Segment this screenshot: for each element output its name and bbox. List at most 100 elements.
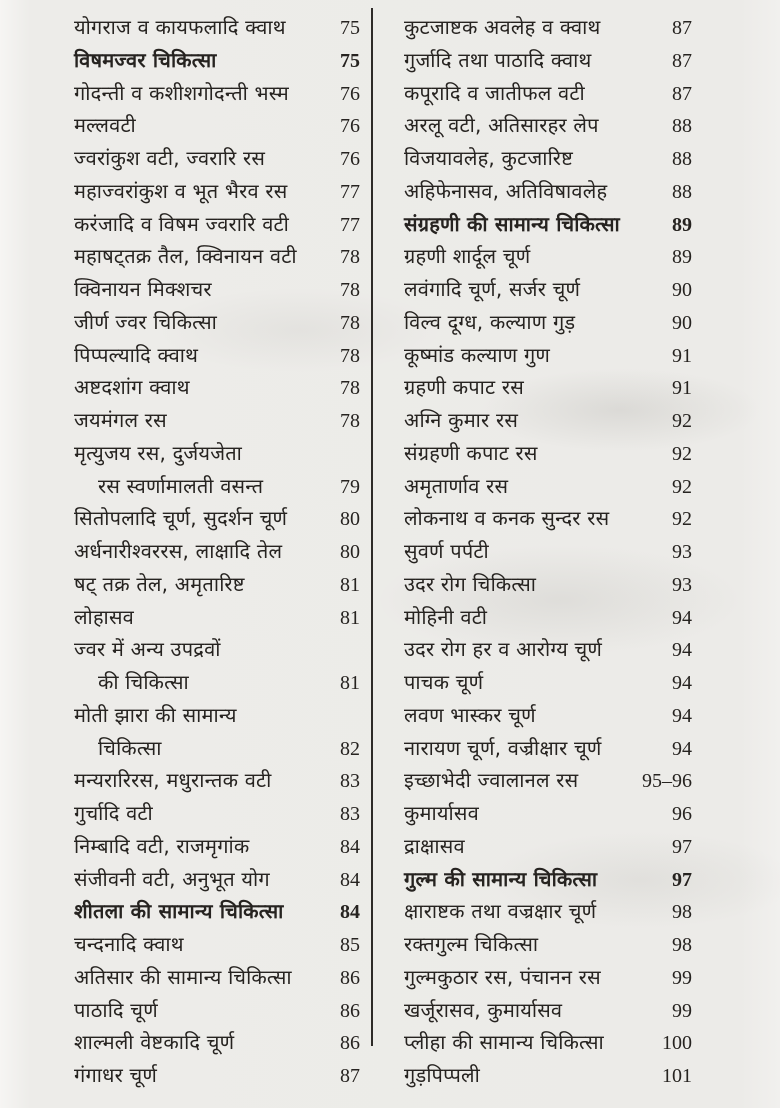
toc-entry-title: प्लीहा की सामान्य चिकित्सा (404, 1030, 604, 1055)
toc-entry-title: अमृतार्णाव रस (404, 473, 509, 498)
toc-entry-title: जीर्ण ज्वर चिकित्सा (74, 309, 217, 334)
toc-entry: संग्रहणी कपाट रस 92 (404, 439, 692, 472)
toc-entry: जीर्ण ज्वर चिकित्सा 78 (74, 308, 360, 341)
toc-entry-page-number: 80 (340, 508, 360, 531)
toc-entry-page-number: 89 (672, 213, 692, 236)
toc-entry-title: कुटजाष्टक अवलेह व क्वाथ (404, 15, 601, 39)
toc-entry-page-number: 78 (340, 410, 360, 432)
toc-entry-title: मृत्युजय रस, दुर्जयजेता (74, 440, 243, 465)
toc-entry-title: विजयावलेह, कुटजारिष्ट (404, 146, 574, 170)
toc-entry-page-number: 92 (672, 508, 692, 531)
toc-entry-page-number: 88 (672, 180, 692, 203)
toc-entry: जयमंगल रस 78 (74, 406, 360, 439)
toc-entry: अरलू वटी, अतिसारहर लेप 88 (404, 111, 692, 144)
toc-entry-title: अरलू वटी, अतिसारहर लेप (404, 113, 599, 138)
toc-entry: द्राक्षासव 97 (404, 832, 692, 865)
toc-entry: षट् तक्र तेल, अमृतारिष्ट 81 (74, 570, 360, 603)
toc-entry-title: चिकित्सा (98, 735, 162, 760)
toc-entry-title: विल्व दूग्ध, कल्याण गुड़ (404, 309, 576, 334)
toc-entry-title: उदर रोग चिकित्सा (404, 571, 537, 596)
toc-entry-page-number: 85 (340, 934, 360, 956)
toc-entry-page-number: 101 (662, 1065, 692, 1087)
toc-entry-page-number: 93 (672, 573, 692, 596)
toc-entry: लोकनाथ व कनक सुन्दर रस 92 (404, 504, 692, 537)
toc-entry-title: विषमज्वर चिकित्सा (74, 47, 217, 72)
toc-entry-title: पिप्पल्यादि क्वाथ (74, 342, 199, 367)
toc-entry-page-number: 95–96 (642, 770, 692, 793)
toc-entry-title: इच्छाभेदी ज्वालानल रस (404, 768, 579, 793)
toc-entry-title: करंजादि व विषम ज्वरारि वटी (74, 211, 289, 236)
toc-entry: की चिकित्सा 81 (74, 668, 360, 701)
toc-entry-title: अष्टदशांग क्वाथ (74, 375, 190, 400)
toc-entry-title: पाठादि चूर्ण (74, 997, 158, 1022)
toc-entry: ग्रहणी शार्दूल चूर्ण 89 (404, 242, 692, 275)
toc-entry: लवंगादि चूर्ण, सर्जर चूर्ण 90 (404, 275, 692, 308)
toc-entry-title: मोहिनी वटी (404, 604, 488, 629)
toc-entry: चन्दनादि क्वाथ 85 (74, 930, 360, 963)
toc-entry-page-number: 89 (672, 246, 692, 269)
toc-entry-page-number: 92 (672, 410, 692, 432)
toc-entry-title: लवंगादि चूर्ण, सर्जर चूर्ण (404, 277, 581, 301)
toc-entry-page-number: 94 (672, 672, 692, 694)
toc-entry: लवण भास्कर चूर्ण 94 (404, 701, 692, 734)
toc-entry-page-number: 77 (340, 180, 360, 203)
toc-entry-title: ग्रहणी शार्दूल चूर्ण (404, 244, 531, 269)
toc-entry-page-number: 76 (340, 115, 360, 138)
toc-entry-page-number: 97 (672, 868, 692, 891)
toc-entry-page-number: 84 (340, 868, 360, 891)
toc-right-column: कुटजाष्टक अवलेह व क्वाथ 87 गुर्जादि तथा … (404, 13, 692, 1094)
toc-entry: कपूरादि व जातीफल वटी 87 (404, 79, 692, 112)
toc-entry-title: गुर्जादि तथा पाठादि क्वाथ (404, 47, 592, 72)
toc-entry-title: महाषट्तक्र तैल, क्विनायन वटी (74, 244, 297, 269)
toc-entry-title: गुल्म की सामान्य चिकित्सा (404, 866, 598, 891)
toc-entry: ज्वर में अन्य उपद्रवों (74, 635, 360, 668)
toc-entry-title: गोदन्ती व कशीशगोदन्ती भस्म (74, 80, 289, 105)
toc-entry-page-number: 86 (340, 1032, 360, 1055)
toc-entry-page-number: 97 (672, 835, 692, 858)
toc-entry-page-number: 87 (672, 17, 692, 39)
toc-entry-title: गुर्चादि वटी (74, 801, 153, 825)
toc-entry-title: क्षाराष्टक तथा वज्रक्षार चूर्ण (404, 899, 597, 924)
toc-entry-page-number: 99 (672, 966, 692, 989)
toc-entry-page-number: 83 (340, 803, 360, 825)
toc-entry-page-number: 76 (340, 82, 360, 105)
toc-entry-page-number: 87 (340, 1065, 360, 1087)
toc-entry: सितोपलादि चूर्ण, सुदर्शन चूर्ण 80 (74, 504, 360, 537)
toc-entry-page-number: 75 (340, 17, 360, 39)
toc-entry: गुर्चादि वटी 83 (74, 799, 360, 832)
toc-entry-page-number: 94 (672, 606, 692, 629)
toc-entry: गुल्मकुठार रस, पंचानन रस 99 (404, 963, 692, 996)
toc-entry-page-number: 84 (340, 835, 360, 858)
toc-entry-title: अग्नि कुमार रस (404, 408, 519, 432)
toc-entry-page-number: 100 (662, 1032, 692, 1055)
toc-entry-title: अतिसार की सामान्य चिकित्सा (74, 964, 292, 989)
toc-entry-page-number: 88 (672, 115, 692, 138)
toc-entry-page-number: 88 (672, 148, 692, 170)
toc-entry-page-number: 91 (672, 344, 692, 367)
toc-entry: निम्बादि वटी, राजमृगांक 84 (74, 832, 360, 865)
toc-entry-page-number: 81 (340, 573, 360, 596)
toc-entry: मोहिनी वटी 94 (404, 603, 692, 636)
toc-entry: गोदन्ती व कशीशगोदन्ती भस्म 76 (74, 79, 360, 112)
toc-entry-title: गुल्मकुठार रस, पंचानन रस (404, 964, 601, 989)
toc-entry: योगराज व कायफलादि क्वाथ 75 (74, 13, 360, 46)
toc-entry-page-number: 94 (672, 639, 692, 662)
toc-entry: विषमज्वर चिकित्सा 75 (74, 46, 360, 79)
toc-entry-title: सुवर्ण पर्पटी (404, 539, 489, 563)
toc-entry: गुड़पिप्पली 101 (404, 1061, 692, 1094)
toc-entry-title: कूष्मांड कल्याण गुण (404, 342, 551, 367)
toc-entry: करंजादि व विषम ज्वरारि वटी 77 (74, 210, 360, 243)
toc-entry-page-number: 90 (672, 311, 692, 334)
toc-entry: सुवर्ण पर्पटी 93 (404, 537, 692, 570)
toc-entry: मन्यरारिरस, मधुरान्तक वटी 83 (74, 766, 360, 799)
toc-entry: कुमार्यासव 96 (404, 799, 692, 832)
toc-entry-title: अर्धनारीश्वररस, लाक्षादि तेल (74, 539, 283, 563)
toc-entry: अग्नि कुमार रस 92 (404, 406, 692, 439)
toc-entry: रस स्वर्णामालती वसन्त 79 (74, 472, 360, 505)
toc-entry-title: गुड़पिप्पली (404, 1063, 480, 1087)
toc-entry-page-number: 78 (340, 344, 360, 367)
toc-entry-page-number: 78 (340, 377, 360, 400)
toc-entry-page-number: 96 (672, 803, 692, 825)
toc-entry: ज्वरांकुश वटी, ज्वरारि रस 76 (74, 144, 360, 177)
